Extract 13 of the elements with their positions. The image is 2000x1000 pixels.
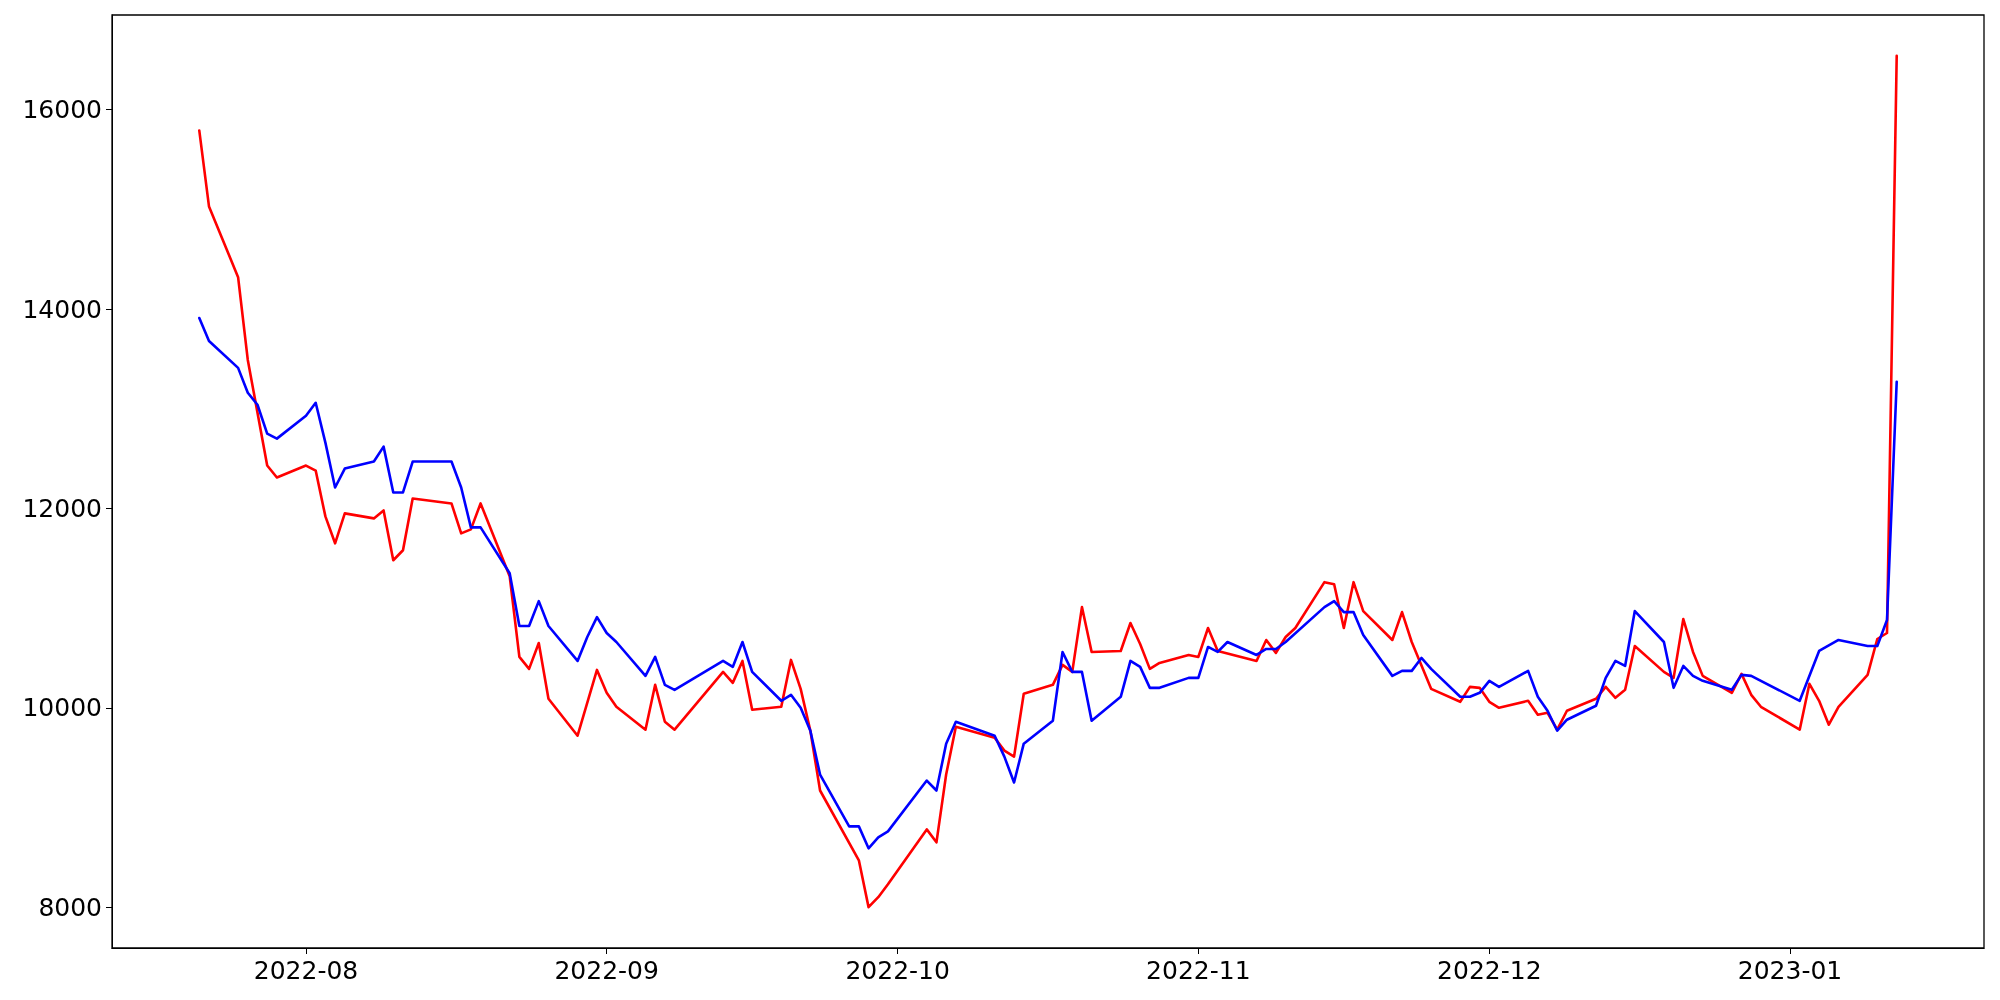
x-tick-label: 2022-08 — [253, 956, 359, 985]
line-series — [198, 54, 1898, 909]
y-tick-label: 14000 — [22, 294, 102, 324]
x-tick-label: 2022-10 — [845, 956, 950, 985]
x-tick-label: 2022-12 — [1437, 956, 1542, 985]
y-tick-label: 10000 — [22, 693, 102, 723]
x-tick-label: 2022-11 — [1146, 956, 1251, 985]
x-tick-label: 2022-09 — [554, 956, 659, 985]
line-series — [198, 316, 1898, 850]
y-tick-label: 8000 — [38, 892, 102, 922]
y-tick-label: 12000 — [22, 493, 102, 523]
x-tick-label: 2023-01 — [1737, 956, 1843, 985]
y-tick-label: 16000 — [22, 95, 102, 125]
